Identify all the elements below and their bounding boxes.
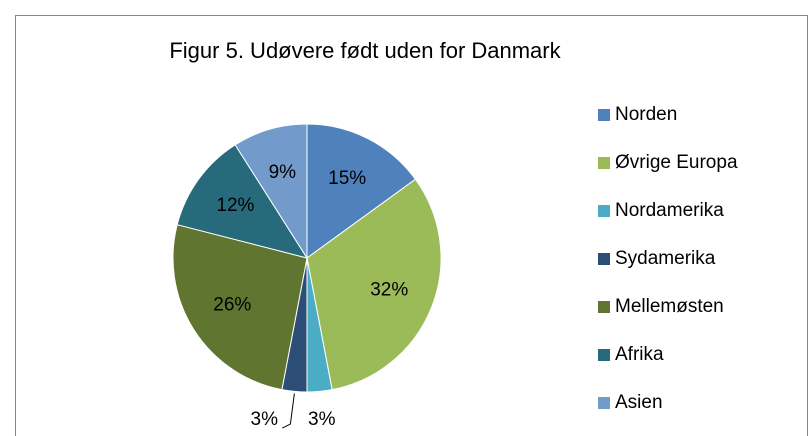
legend-swatch [598,157,610,169]
legend-swatch [598,397,610,409]
data-label: 32% [370,280,408,301]
data-label: 3% [308,409,336,430]
legend-label: Afrika [615,344,664,365]
data-label: 15% [328,168,366,189]
pie-slice [306,178,442,391]
pie-slice [306,123,417,259]
legend-label: Norden [615,104,677,125]
legend-swatch [598,205,610,217]
legend-swatch [598,253,610,265]
pie-slice [172,224,308,391]
pie-slice [176,144,309,259]
data-label: 12% [216,195,254,216]
legend-swatch [598,109,610,121]
chart-title: Figur 5. Udøvere født uden for Danmark [169,38,561,63]
legend-label: Sydamerika [615,248,716,269]
legend-label: Asien [615,392,663,413]
leader-line [282,393,295,429]
data-label: 26% [213,294,251,315]
data-label: 9% [269,162,297,183]
legend-label: Mellemøsten [615,296,724,317]
data-label: 3% [251,409,279,430]
legend-swatch [598,349,610,361]
legend-label: Nordamerika [615,200,724,221]
pie-slice [234,123,308,260]
legend-swatch [598,301,610,313]
legend-label: Øvrige Europa [615,152,738,173]
